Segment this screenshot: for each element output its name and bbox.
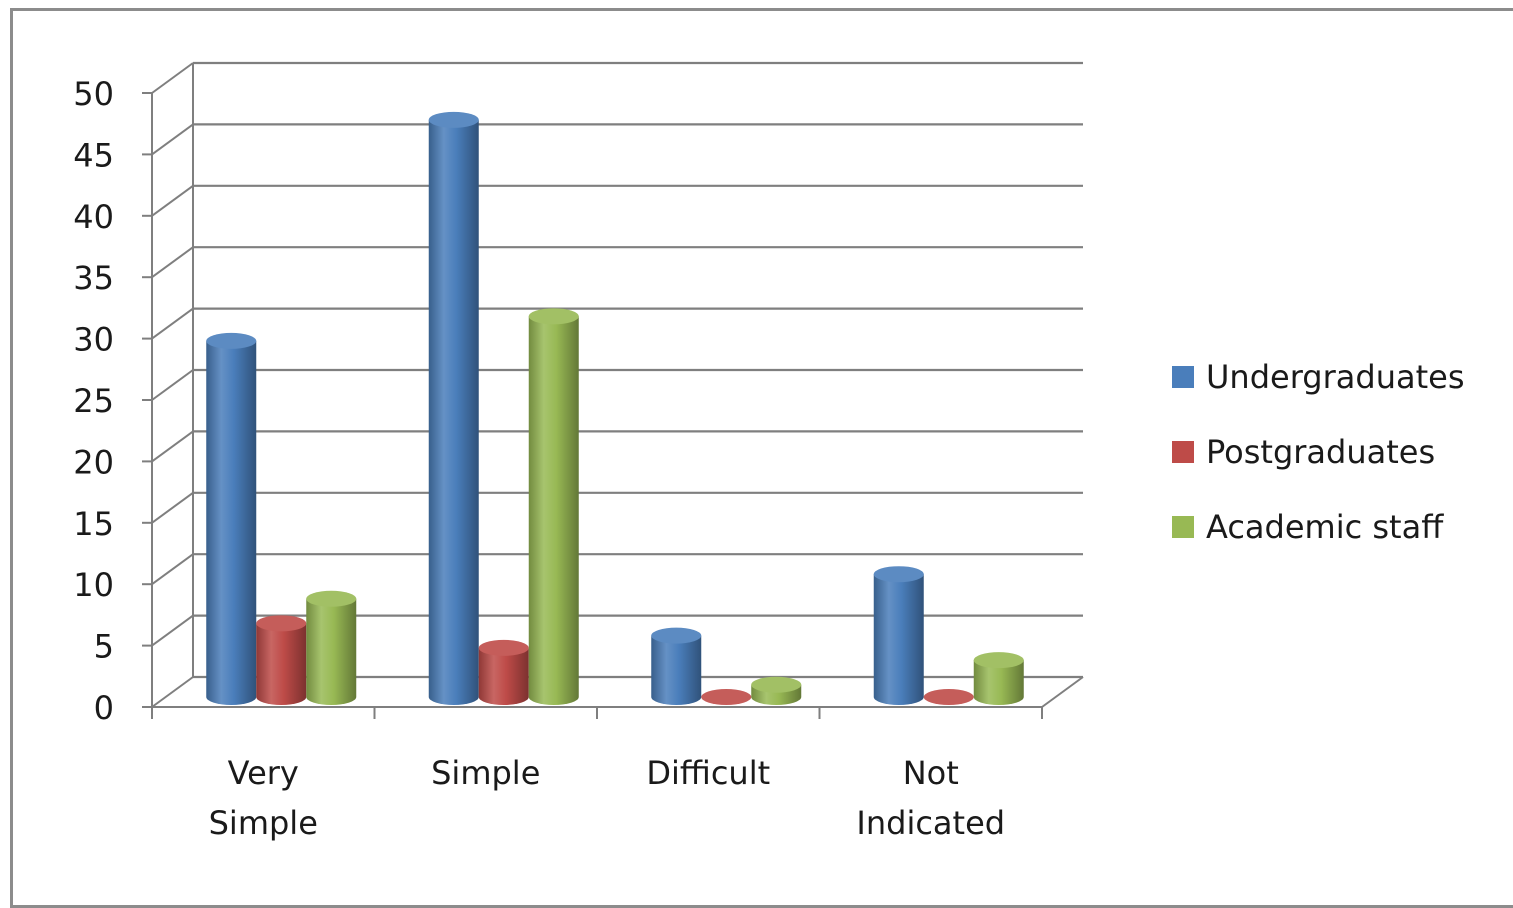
x-category-label-line: Simple bbox=[209, 804, 318, 842]
bar-top bbox=[206, 332, 257, 349]
x-category-label-line: Simple bbox=[431, 754, 540, 792]
chart-frame bbox=[10, 8, 1513, 908]
bar-body bbox=[206, 340, 257, 705]
bar-body bbox=[256, 623, 307, 705]
legend-swatch bbox=[1172, 441, 1194, 463]
grid-layer bbox=[151, 61, 1084, 708]
bar-top bbox=[923, 689, 974, 705]
y-tick-label: 25 bbox=[73, 382, 114, 420]
legend-swatch bbox=[1172, 366, 1194, 388]
axis-layer bbox=[142, 92, 1043, 719]
y-tick-label: 15 bbox=[73, 505, 114, 543]
bar-top bbox=[478, 639, 529, 656]
bar-top bbox=[651, 627, 702, 644]
bar-undergraduates bbox=[651, 627, 702, 705]
x-category-label: Very Simple bbox=[209, 754, 318, 842]
x-category-label-line: Indicated bbox=[856, 804, 1005, 842]
y-tick-label: 40 bbox=[73, 198, 114, 236]
gridline-side bbox=[151, 62, 194, 94]
x-category-label: Not Indicated bbox=[856, 754, 1005, 842]
gridline-side bbox=[151, 184, 194, 217]
bar-body bbox=[873, 574, 924, 705]
label-layer: 0 5 10 15 20 25 30 35 40 45 50 Very Simple Simple Diff… bbox=[73, 75, 1005, 842]
bar-postgraduates bbox=[701, 689, 752, 705]
y-tick-label: 50 bbox=[73, 75, 114, 113]
gridline-side bbox=[151, 676, 194, 708]
legend-label: Undergraduates bbox=[1206, 358, 1464, 396]
bar-top bbox=[751, 676, 802, 693]
gridline-side bbox=[151, 369, 194, 401]
bar-postgraduates bbox=[256, 615, 307, 705]
x-category-label-line: Not bbox=[903, 754, 959, 792]
bar-academic-staff bbox=[528, 308, 579, 705]
y-tick-label: 0 bbox=[94, 689, 114, 727]
x-category-label: Difficult bbox=[646, 754, 770, 792]
bar-body bbox=[528, 316, 579, 705]
floor-edge bbox=[1041, 676, 1084, 708]
bar-top bbox=[873, 566, 924, 583]
gridline-side bbox=[151, 491, 194, 524]
y-tick-label: 45 bbox=[73, 136, 114, 174]
gridline-side bbox=[151, 307, 194, 340]
bar-body bbox=[306, 598, 357, 705]
x-category-label-line: Difficult bbox=[646, 754, 770, 792]
gridline-side bbox=[151, 430, 194, 463]
bar-postgraduates bbox=[923, 689, 974, 705]
bar-top bbox=[256, 615, 307, 632]
y-tick-label: 20 bbox=[73, 443, 114, 481]
bar-top bbox=[306, 590, 357, 607]
bar-body bbox=[973, 660, 1024, 705]
bar-academic-staff bbox=[973, 652, 1024, 705]
gridline-side bbox=[151, 246, 194, 279]
bar-top bbox=[428, 111, 479, 128]
gridline-side bbox=[151, 553, 194, 586]
bar-body bbox=[478, 647, 529, 705]
legend: Undergraduates Postgraduates Academic staf… bbox=[1172, 358, 1464, 546]
legend-swatch bbox=[1172, 516, 1194, 538]
bar-academic-staff bbox=[306, 590, 357, 705]
y-tick-label: 35 bbox=[73, 259, 114, 297]
gridline-side bbox=[151, 123, 194, 156]
bar-top bbox=[973, 652, 1024, 669]
legend-label: Academic staff bbox=[1206, 508, 1444, 546]
bar-postgraduates bbox=[478, 639, 529, 705]
x-category-label: Simple bbox=[431, 754, 540, 792]
y-tick-label: 10 bbox=[73, 566, 114, 604]
x-category-label-line: Very bbox=[228, 754, 299, 792]
bar-body bbox=[651, 635, 702, 705]
y-tick-label: 5 bbox=[94, 628, 114, 666]
bar-top bbox=[528, 308, 579, 325]
bar-top bbox=[701, 689, 752, 705]
bar-undergraduates bbox=[206, 332, 257, 705]
bar-undergraduates bbox=[428, 111, 479, 706]
y-tick-label: 30 bbox=[73, 321, 114, 359]
bar-body bbox=[428, 119, 479, 706]
bar-undergraduates bbox=[873, 566, 924, 705]
bar-academic-staff bbox=[751, 676, 802, 705]
legend-label: Postgraduates bbox=[1206, 433, 1435, 471]
bar-layer bbox=[206, 111, 1024, 706]
gridline-side bbox=[151, 614, 194, 647]
